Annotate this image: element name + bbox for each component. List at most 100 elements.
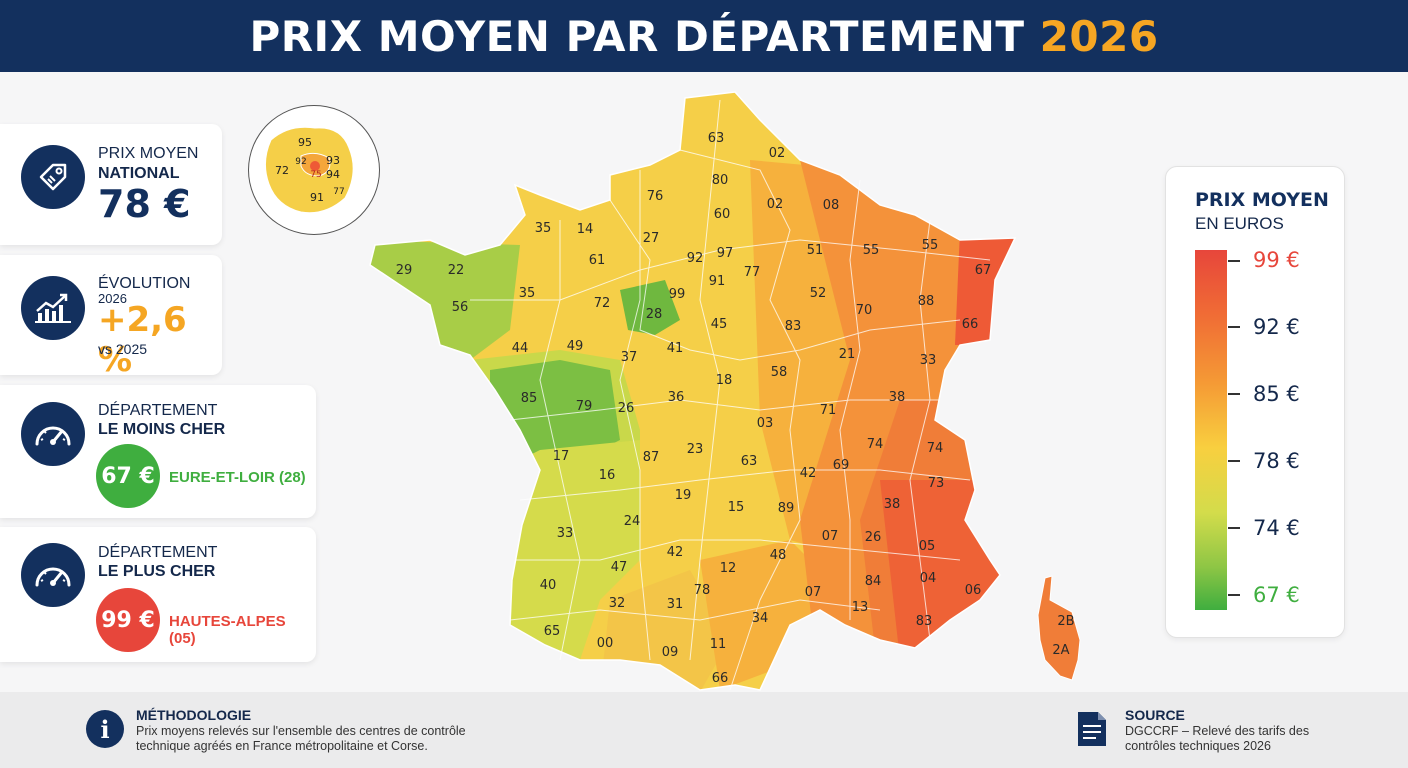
dept-label: 16 bbox=[599, 468, 616, 483]
ile-de-france-inset: 95 72 92 93 75 94 91 77 bbox=[248, 105, 380, 235]
dept-label: 22 bbox=[448, 263, 465, 278]
corsica-island bbox=[1037, 575, 1081, 681]
dept-label: 73 bbox=[928, 476, 945, 491]
dept-label: 24 bbox=[624, 514, 641, 529]
dept-label: 91 bbox=[709, 274, 726, 289]
footer: i MÉTHODOLOGIE Prix moyens relevés sur l… bbox=[0, 692, 1408, 768]
dept-label: 17 bbox=[553, 449, 570, 464]
source-text-line1: DGCCRF – Relevé des tarifs des bbox=[1125, 724, 1310, 738]
dept-label: 35 bbox=[535, 221, 552, 236]
dept-label: 74 bbox=[927, 441, 944, 456]
title-year: 2026 bbox=[1039, 11, 1159, 61]
map-zone bbox=[700, 540, 840, 690]
dept-label: 61 bbox=[589, 253, 606, 268]
legend-value: 99 € bbox=[1253, 248, 1300, 272]
kpi-sublabel: LE PLUS CHER bbox=[98, 563, 216, 580]
dept-label: 35 bbox=[519, 286, 536, 301]
kpi-sublabel: NATIONAL bbox=[98, 165, 180, 182]
inset-label: 93 bbox=[326, 154, 340, 167]
dept-label: 56 bbox=[452, 300, 469, 315]
dept-label: 55 bbox=[922, 238, 939, 253]
inset-label: 94 bbox=[326, 168, 340, 181]
dept-label: 31 bbox=[667, 597, 684, 612]
dept-label: 52 bbox=[810, 286, 827, 301]
source-title: SOURCE bbox=[1125, 707, 1185, 723]
dept-label: 83 bbox=[785, 319, 802, 334]
kpi-card-cheapest: DÉPARTEMENT LE MOINS CHER 67 € EURE-ET-L… bbox=[0, 385, 316, 518]
dept-label: 87 bbox=[643, 450, 660, 465]
dept-label: 51 bbox=[807, 243, 824, 258]
document-icon bbox=[1076, 710, 1108, 748]
kpi-label: DÉPARTEMENT bbox=[98, 544, 218, 561]
dept-label: 80 bbox=[712, 173, 729, 188]
dept-label: 76 bbox=[647, 189, 664, 204]
dept-label: 38 bbox=[889, 390, 906, 405]
dept-label: 09 bbox=[662, 645, 679, 660]
dept-label: 71 bbox=[820, 403, 837, 418]
map-outline bbox=[369, 91, 1017, 691]
cheapest-price-badge: 67 € bbox=[96, 444, 160, 508]
dept-label: 40 bbox=[540, 578, 557, 593]
dept-label: 42 bbox=[667, 545, 684, 560]
methodology-text-line2: technique agréés en France métropolitain… bbox=[136, 739, 428, 753]
dept-label: 33 bbox=[920, 353, 937, 368]
dept-label: 34 bbox=[752, 611, 769, 626]
dept-label: 12 bbox=[720, 561, 737, 576]
legend-subtitle: EN EUROS bbox=[1195, 214, 1284, 233]
inset-label: 75 bbox=[310, 170, 321, 180]
legend-value: 85 € bbox=[1253, 382, 1300, 406]
kpi-sublabel: LE MOINS CHER bbox=[98, 421, 226, 438]
dept-label: 06 bbox=[965, 583, 982, 598]
legend-tick bbox=[1228, 460, 1240, 462]
dept-label: 13 bbox=[852, 600, 869, 615]
dept-label: 85 bbox=[521, 391, 538, 406]
dept-label: 27 bbox=[643, 231, 660, 246]
legend-color-scale bbox=[1195, 250, 1227, 610]
dept-label: 33 bbox=[557, 526, 574, 541]
dept-label: 60 bbox=[714, 207, 731, 222]
dept-label: 18 bbox=[716, 373, 733, 388]
dept-label: 28 bbox=[646, 307, 663, 322]
inset-paris bbox=[310, 161, 320, 171]
inset-label: 92 bbox=[295, 157, 306, 167]
dept-label: 00 bbox=[597, 636, 614, 651]
inset-label: 95 bbox=[298, 136, 312, 149]
department-labels: 63 02 80 76 60 02 08 14 35 27 92 97 51 5… bbox=[396, 131, 1075, 686]
dept-label: 69 bbox=[833, 458, 850, 473]
dept-label: 11 bbox=[710, 637, 727, 652]
dept-label: 58 bbox=[771, 365, 788, 380]
dept-label: 29 bbox=[396, 263, 413, 278]
national-price-value: 78 € bbox=[98, 182, 191, 226]
dept-label: 07 bbox=[822, 529, 839, 544]
dept-label: 08 bbox=[823, 198, 840, 213]
dept-label: 2B bbox=[1057, 614, 1074, 629]
dept-label: 67 bbox=[975, 263, 992, 278]
map-zone bbox=[880, 480, 1015, 660]
kpi-card-priciest: DÉPARTEMENT LE PLUS CHER 99 € HAUTES-ALP… bbox=[0, 527, 316, 662]
priciest-department-name: HAUTES-ALPES (05) bbox=[169, 613, 286, 647]
dept-label: 23 bbox=[687, 442, 704, 457]
dept-label: 84 bbox=[865, 574, 882, 589]
dept-label: 89 bbox=[778, 501, 795, 516]
price-tag-icon bbox=[21, 145, 85, 209]
dept-label: 99 bbox=[669, 287, 686, 302]
dept-label: 74 bbox=[867, 437, 884, 452]
dept-label: 47 bbox=[611, 560, 628, 575]
dept-label: 26 bbox=[618, 401, 635, 416]
dept-label: 14 bbox=[577, 222, 594, 237]
dept-label: 19 bbox=[675, 488, 692, 503]
legend-tick bbox=[1228, 393, 1240, 395]
dept-label: 42 bbox=[800, 466, 817, 481]
evolution-value: +2,6 % bbox=[98, 300, 187, 380]
dept-label: 97 bbox=[717, 246, 734, 261]
speedometer-icon bbox=[21, 543, 85, 607]
dept-label: 48 bbox=[770, 548, 787, 563]
legend-tick bbox=[1228, 260, 1240, 262]
priciest-price-badge: 99 € bbox=[96, 588, 160, 652]
kpi-label: ÉVOLUTION bbox=[98, 275, 191, 292]
info-icon: i bbox=[86, 710, 124, 748]
dept-label: 44 bbox=[512, 341, 529, 356]
dept-label: 83 bbox=[916, 614, 933, 629]
dept-label: 72 bbox=[594, 296, 611, 311]
price-legend: PRIX MOYEN EN EUROS 99 € 92 € 85 € 78 € … bbox=[1165, 166, 1345, 638]
